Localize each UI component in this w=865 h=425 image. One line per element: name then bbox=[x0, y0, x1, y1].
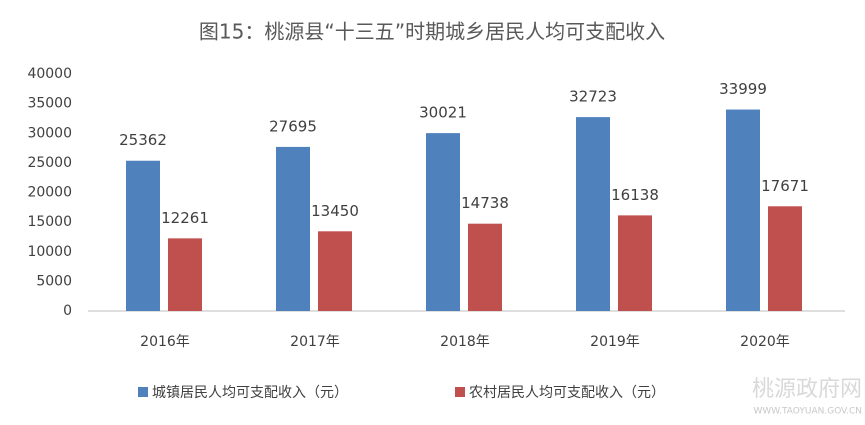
bar bbox=[126, 160, 160, 311]
y-tick-label: 35000 bbox=[27, 96, 72, 112]
value-label: 17671 bbox=[761, 177, 809, 195]
y-tick-label: 40000 bbox=[27, 66, 72, 82]
legend-swatch bbox=[455, 387, 465, 397]
value-label: 27695 bbox=[269, 117, 317, 135]
bar bbox=[318, 231, 352, 311]
value-label: 14738 bbox=[461, 194, 509, 212]
y-tick-label: 25000 bbox=[27, 155, 72, 171]
watermark-url: WWW.TAOYUAN.GOV.CN bbox=[753, 407, 862, 417]
bar bbox=[168, 238, 202, 311]
x-tick-label: 2019年 bbox=[590, 334, 640, 350]
bar bbox=[468, 223, 502, 311]
y-tick-label: 0 bbox=[63, 303, 72, 319]
y-tick-label: 15000 bbox=[27, 214, 72, 230]
y-tick-label: 5000 bbox=[36, 273, 72, 289]
value-label: 12261 bbox=[161, 209, 209, 227]
bar bbox=[426, 133, 460, 311]
bar bbox=[618, 215, 652, 311]
x-tick-label: 2020年 bbox=[740, 334, 790, 350]
x-tick-label: 2016年 bbox=[140, 334, 190, 350]
x-tick-label: 2017年 bbox=[290, 334, 340, 350]
value-label: 25362 bbox=[119, 131, 167, 149]
chart-title: 图15：桃源县“十三五”时期城乡居民人均可支配收入 bbox=[199, 20, 665, 44]
legend-swatch bbox=[138, 387, 148, 397]
legend-label: 农村居民人均可支配收入（元） bbox=[469, 385, 665, 401]
bar bbox=[576, 117, 610, 311]
bar bbox=[726, 109, 760, 311]
watermark: 桃源政府网 bbox=[752, 377, 862, 402]
x-tick-label: 2018年 bbox=[440, 334, 490, 350]
value-label: 30021 bbox=[419, 104, 467, 122]
y-tick-label: 10000 bbox=[27, 244, 72, 260]
y-tick-label: 20000 bbox=[27, 185, 72, 201]
y-tick-label: 30000 bbox=[27, 125, 72, 141]
bar bbox=[276, 146, 310, 311]
legend-label: 城镇居民人均可支配收入（元） bbox=[152, 385, 348, 401]
value-label: 13450 bbox=[311, 202, 359, 220]
value-label: 16138 bbox=[611, 186, 659, 204]
bar bbox=[768, 206, 802, 311]
value-label: 32723 bbox=[569, 88, 617, 106]
value-label: 33999 bbox=[719, 80, 767, 98]
